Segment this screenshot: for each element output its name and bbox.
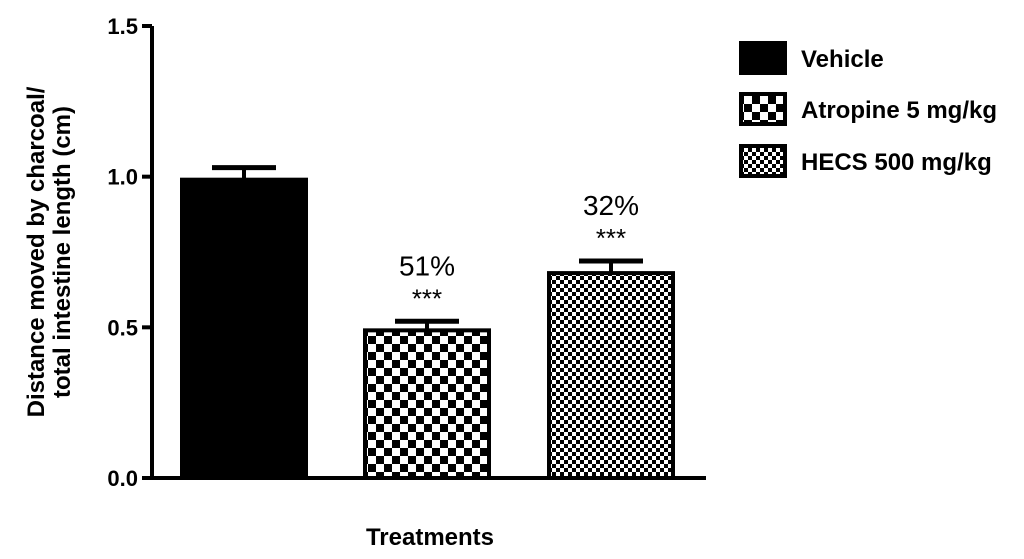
- bar-2: [363, 328, 491, 481]
- significance-label: ***: [412, 283, 442, 313]
- legend-label: Atropine 5 mg/kg: [801, 97, 997, 124]
- significance-label: ***: [596, 223, 626, 253]
- y-tick-label: 0.5: [107, 315, 138, 340]
- percent-label: 32%: [583, 190, 639, 221]
- x-axis-title: Treatments: [366, 524, 494, 551]
- error-bars-layer: [212, 165, 643, 331]
- y-ticks: 0.0 0.5 1.0 1.5: [107, 14, 152, 491]
- y-tick-label: 0.0: [107, 466, 138, 491]
- y-tick-label: 1.0: [107, 165, 138, 190]
- bar-3: [547, 271, 675, 480]
- y-axis-title-line-1: Distance moved by charcoal/: [23, 86, 50, 417]
- legend: Vehicle Atropine 5 mg/kg HECS 500 mg/kg: [739, 41, 997, 178]
- legend-swatch: [739, 41, 787, 75]
- legend-swatch: [739, 92, 787, 126]
- percent-label: 51%: [399, 250, 455, 281]
- legend-swatch: [739, 144, 787, 178]
- y-axis-title: Distance moved by charcoal/ total intest…: [23, 86, 76, 417]
- y-axis-title-line-2: total intestine length (cm): [49, 106, 76, 398]
- axes-layer: 0.0 0.5 1.0 1.5: [107, 14, 706, 491]
- y-tick-label: 1.5: [107, 14, 138, 39]
- legend-label: Vehicle: [801, 46, 884, 73]
- bar-1: [180, 177, 308, 480]
- annotations-layer: ***51%***32%: [399, 190, 639, 313]
- legend-label: HECS 500 mg/kg: [801, 149, 992, 176]
